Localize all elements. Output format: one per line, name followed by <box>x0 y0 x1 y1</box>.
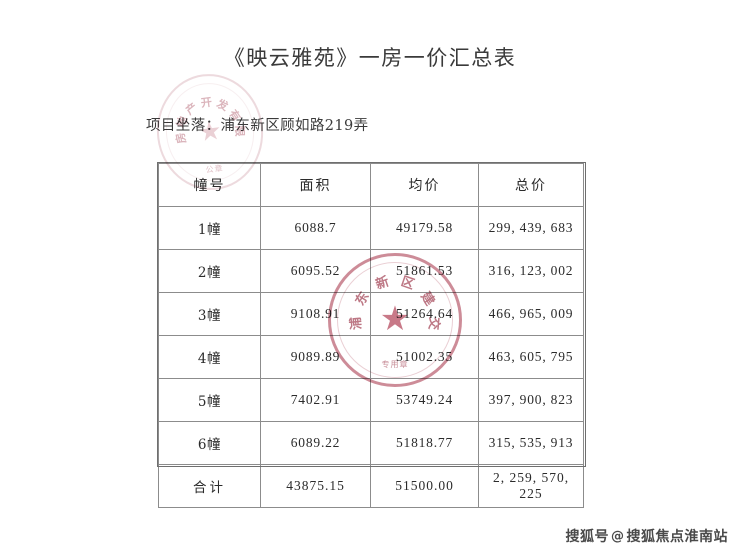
cell-building: 2幢 <box>158 249 261 293</box>
cell-building: 1幢 <box>158 206 261 250</box>
cell-area: 6088.7 <box>260 206 371 250</box>
watermark-at-icon: @ <box>611 528 625 544</box>
table-row: 5幢 7402.91 53749.24 397, 900, 823 <box>158 378 584 422</box>
cell-average-price: 51002.35 <box>370 335 479 379</box>
table-row: 6幢 6089.22 51818.77 315, 535, 913 <box>158 421 584 465</box>
cell-total-price: 397, 900, 823 <box>478 378 584 422</box>
price-summary-table: 幢号 面积 均价 总价 1幢 6088.7 49179.58 299, 439,… <box>158 163 584 508</box>
table-row: 1幢 6088.7 49179.58 299, 439, 683 <box>158 206 584 250</box>
column-header-total-price: 总价 <box>478 163 584 207</box>
watermark-prefix: 搜狐号 <box>565 529 609 545</box>
cell-total-price: 315, 535, 913 <box>478 421 584 465</box>
cell-average-price: 51818.77 <box>370 421 479 465</box>
table-row: 3幢 9108.91 51264.64 466, 965, 009 <box>158 292 584 336</box>
cell-total-price: 316, 123, 002 <box>478 249 584 293</box>
cell-total-price: 463, 605, 795 <box>478 335 584 379</box>
column-header-building: 幢号 <box>158 163 261 207</box>
site-watermark: 搜狐号 @ 搜狐焦点淮南站 <box>566 526 729 546</box>
cell-area: 6089.22 <box>260 421 371 465</box>
cell-total-price: 299, 439, 683 <box>478 206 584 250</box>
page-title: 《映云雅苑》一房一价汇总表 <box>223 46 517 70</box>
cell-average-price: 53749.24 <box>370 378 479 422</box>
column-header-average-price: 均价 <box>370 163 479 207</box>
cell-area: 6095.52 <box>260 249 371 293</box>
cell-total-area: 43875.15 <box>260 464 371 508</box>
cell-area: 9089.89 <box>260 335 371 379</box>
cell-building: 4幢 <box>158 335 261 379</box>
cell-average-price: 51264.64 <box>370 292 479 336</box>
table-header-row: 幢号 面积 均价 总价 <box>158 163 584 207</box>
cell-average-price: 49179.58 <box>370 206 479 250</box>
cell-building: 6幢 <box>158 421 261 465</box>
cell-building: 3幢 <box>158 292 261 336</box>
project-location-line: 项目坐落：浦东新区顾如路219弄 <box>146 118 369 134</box>
cell-total-total-price: 2, 259, 570, 225 <box>478 464 584 508</box>
table-total-row: 合计 43875.15 51500.00 2, 259, 570, 225 <box>158 464 584 508</box>
column-header-area: 面积 <box>260 163 371 207</box>
cell-total-average-price: 51500.00 <box>370 464 479 508</box>
table-row: 2幢 6095.52 51861.53 316, 123, 002 <box>158 249 584 293</box>
cell-area: 7402.91 <box>260 378 371 422</box>
table-row: 4幢 9089.89 51002.35 463, 605, 795 <box>158 335 584 379</box>
cell-building: 5幢 <box>158 378 261 422</box>
cell-total-label: 合计 <box>158 464 261 508</box>
cell-average-price: 51861.53 <box>370 249 479 293</box>
watermark-suffix: 搜狐焦点淮南站 <box>626 529 728 545</box>
cell-area: 9108.91 <box>260 292 371 336</box>
cell-total-price: 466, 965, 009 <box>478 292 584 336</box>
